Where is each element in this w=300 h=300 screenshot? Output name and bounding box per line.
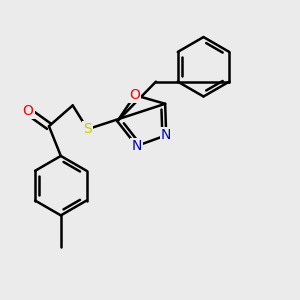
Text: O: O xyxy=(130,88,140,102)
Text: O: O xyxy=(23,104,34,118)
Text: N: N xyxy=(161,128,171,142)
Text: S: S xyxy=(83,122,92,136)
Text: N: N xyxy=(131,139,142,153)
